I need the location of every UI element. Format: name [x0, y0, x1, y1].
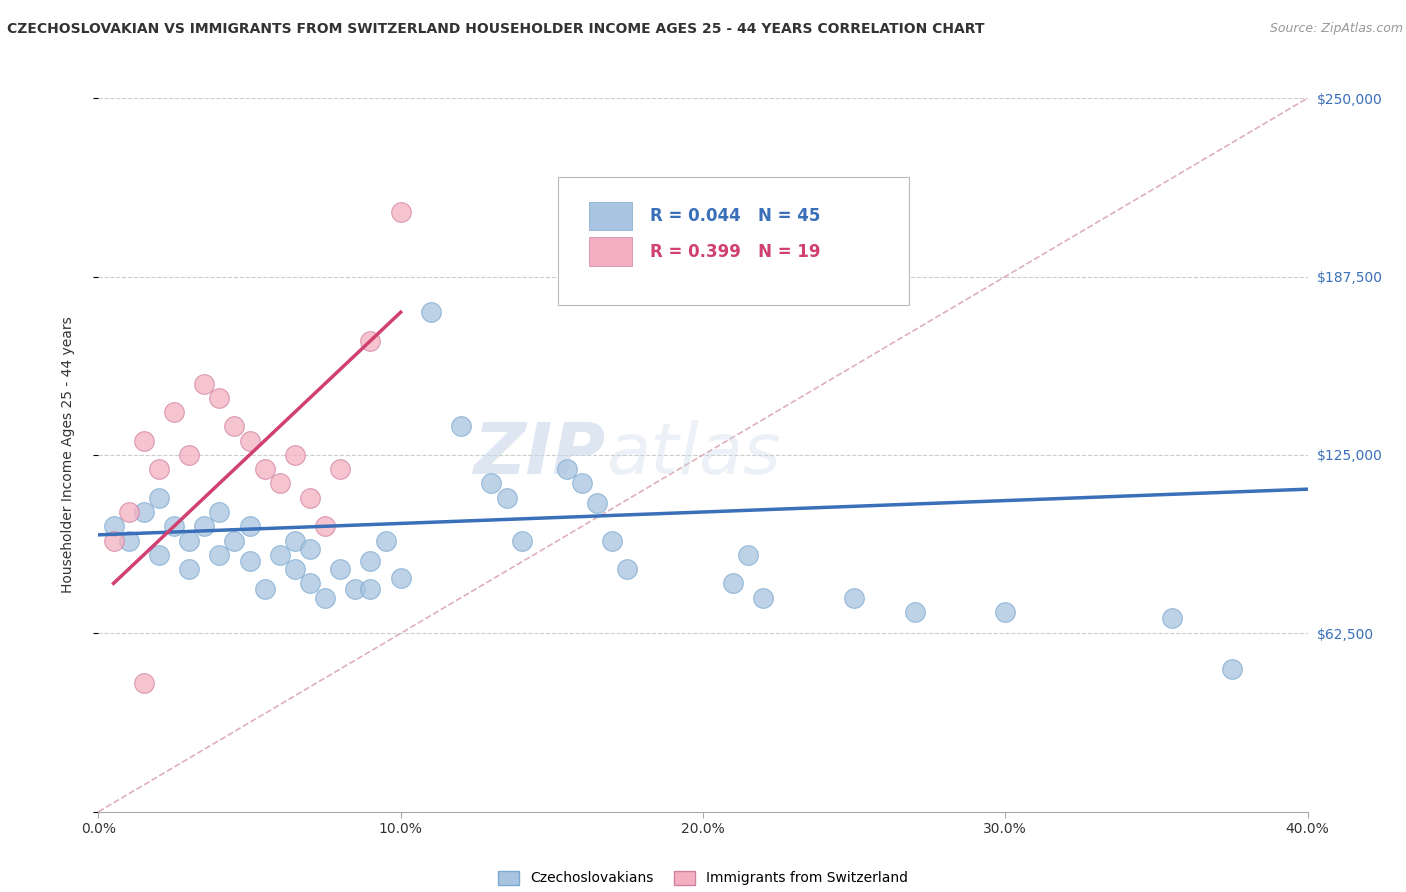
Text: R = 0.044   N = 45: R = 0.044 N = 45	[650, 207, 820, 225]
Point	[239, 434, 262, 448]
Point	[314, 591, 336, 605]
Point	[239, 519, 262, 533]
Point	[239, 553, 262, 567]
Point	[208, 391, 231, 405]
Point	[269, 476, 291, 491]
Point	[389, 571, 412, 585]
Point	[510, 533, 533, 548]
FancyBboxPatch shape	[589, 237, 631, 266]
Point	[360, 553, 382, 567]
Point	[555, 462, 578, 476]
Point	[450, 419, 472, 434]
Point	[269, 548, 291, 562]
Point	[118, 505, 141, 519]
Point	[314, 519, 336, 533]
Point	[844, 591, 866, 605]
Text: atlas: atlas	[606, 420, 780, 490]
Point	[284, 448, 307, 462]
Point	[299, 576, 322, 591]
Point	[208, 505, 231, 519]
Point	[132, 676, 155, 690]
Point	[586, 496, 609, 510]
Point	[602, 533, 624, 548]
Point	[1160, 610, 1182, 624]
Point	[374, 533, 396, 548]
Point	[179, 562, 201, 576]
Point	[179, 448, 201, 462]
Point	[148, 548, 170, 562]
Point	[904, 605, 927, 619]
Point	[329, 562, 352, 576]
Point	[495, 491, 517, 505]
Point	[103, 533, 125, 548]
Text: ZIP: ZIP	[474, 420, 606, 490]
Point	[163, 519, 186, 533]
Point	[737, 548, 759, 562]
Point	[752, 591, 775, 605]
Point	[284, 533, 307, 548]
Point	[103, 519, 125, 533]
Point	[420, 305, 443, 319]
Point	[132, 505, 155, 519]
Point	[329, 462, 352, 476]
Point	[224, 419, 246, 434]
Point	[360, 582, 382, 596]
Point	[344, 582, 367, 596]
Text: CZECHOSLOVAKIAN VS IMMIGRANTS FROM SWITZERLAND HOUSEHOLDER INCOME AGES 25 - 44 Y: CZECHOSLOVAKIAN VS IMMIGRANTS FROM SWITZ…	[7, 22, 984, 37]
Point	[571, 476, 593, 491]
Point	[481, 476, 503, 491]
Point	[253, 462, 276, 476]
Point	[148, 462, 170, 476]
Point	[994, 605, 1017, 619]
Point	[389, 205, 412, 219]
FancyBboxPatch shape	[589, 202, 631, 230]
Point	[299, 491, 322, 505]
Point	[179, 533, 201, 548]
Point	[224, 533, 246, 548]
Point	[299, 542, 322, 557]
Point	[1220, 662, 1243, 676]
Text: Source: ZipAtlas.com: Source: ZipAtlas.com	[1270, 22, 1403, 36]
Point	[193, 519, 215, 533]
Point	[208, 548, 231, 562]
Legend: Czechoslovakians, Immigrants from Switzerland: Czechoslovakians, Immigrants from Switze…	[492, 865, 914, 891]
Point	[132, 434, 155, 448]
FancyBboxPatch shape	[558, 177, 908, 305]
Point	[118, 533, 141, 548]
Text: R = 0.399   N = 19: R = 0.399 N = 19	[650, 243, 820, 260]
Point	[163, 405, 186, 419]
Point	[723, 576, 745, 591]
Point	[148, 491, 170, 505]
Point	[616, 562, 638, 576]
Point	[360, 334, 382, 348]
Point	[193, 376, 215, 391]
Y-axis label: Householder Income Ages 25 - 44 years: Householder Income Ages 25 - 44 years	[60, 317, 75, 593]
Point	[284, 562, 307, 576]
Point	[253, 582, 276, 596]
